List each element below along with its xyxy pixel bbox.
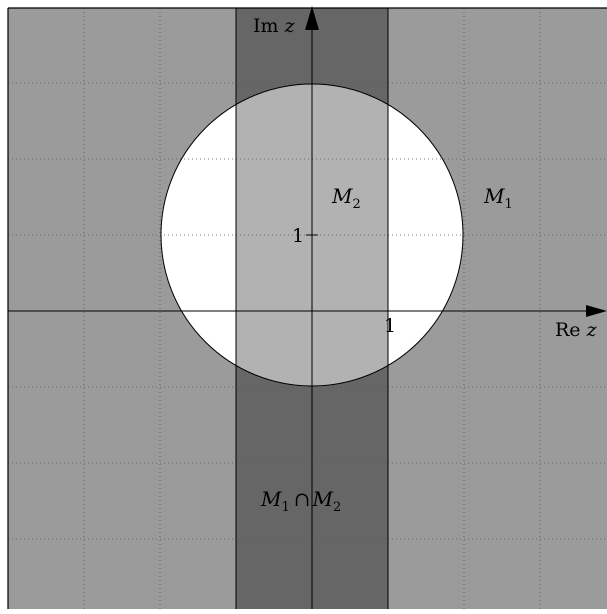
frame [7,7,607,609]
real-axis-arrow [586,305,607,317]
x-tick-label: 1 [384,315,396,337]
x-axis-label: Re z [555,319,598,341]
imaginary-axis-arrow [305,6,319,30]
y-tick-label: 1 [292,225,304,247]
y-axis-label: Im z [253,15,296,37]
m2-label: M2 [331,184,361,212]
m1-label: M1 [483,184,513,212]
intersection-label: M1 ∩ M2 [260,487,341,515]
